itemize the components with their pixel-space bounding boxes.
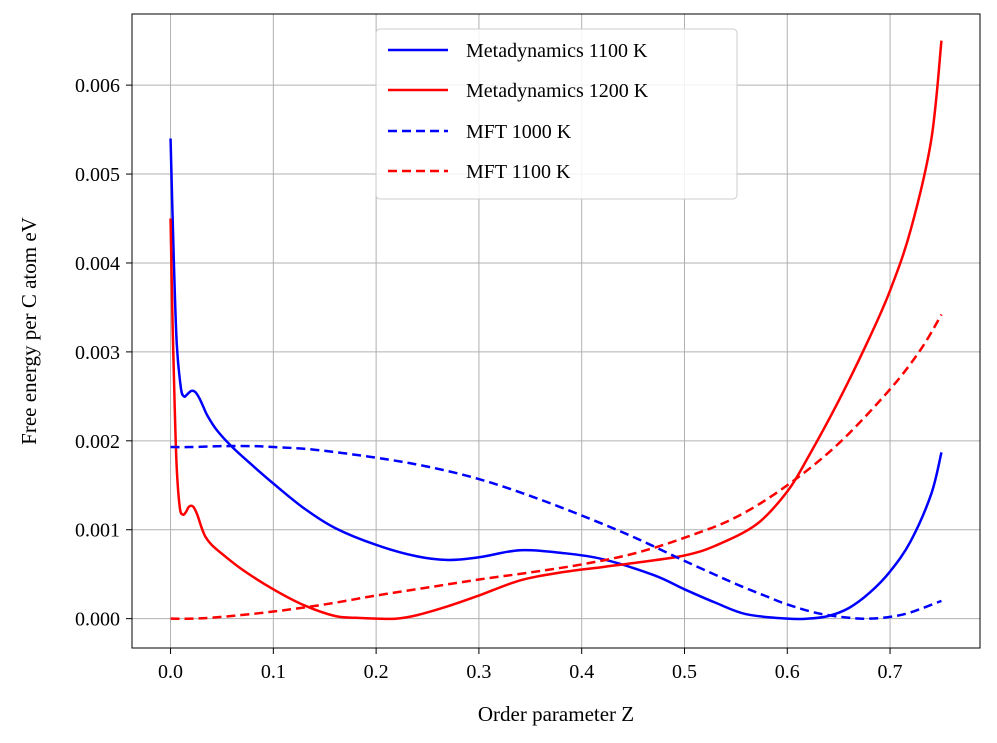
legend-box xyxy=(375,28,738,200)
legend: Metadynamics 1100 K Metadynamics 1200 K … xyxy=(375,28,738,200)
series-line-mft-1000k xyxy=(170,444,942,620)
legend-label-mft-1000k: MFT 1000 K xyxy=(466,121,572,143)
y-tick-label: 0.003 xyxy=(75,342,120,364)
x-tick-label: 0.1 xyxy=(261,661,286,683)
legend-label-metadynamics-1200k: Metadynamics 1200 K xyxy=(466,80,649,102)
series-group xyxy=(169,40,943,621)
y-tick-label: 0.005 xyxy=(75,164,120,186)
x-tick-label: 0.2 xyxy=(364,661,389,683)
legend-label-metadynamics-1100k: Metadynamics 1100 K xyxy=(466,40,648,62)
y-tick-label: 0.002 xyxy=(75,431,120,453)
legend-label-mft-1100k: MFT 1100 K xyxy=(466,161,571,183)
x-tick-label: 0.3 xyxy=(466,661,491,683)
x-tick-label: 0.0 xyxy=(158,661,183,683)
y-tick-label: 0.000 xyxy=(75,609,120,631)
x-tick-label: 0.7 xyxy=(878,661,903,683)
plot-frame xyxy=(131,13,981,649)
series-line-metadynamics-1200k xyxy=(169,40,943,621)
x-tick-label: 0.4 xyxy=(569,661,594,683)
y-tick-label: 0.006 xyxy=(75,75,120,97)
y-axis-label: Free energy per C atom eV xyxy=(17,217,41,445)
series-line-mft-1100k xyxy=(170,313,943,621)
x-tick-label: 0.5 xyxy=(672,661,697,683)
x-tick-label: 0.6 xyxy=(775,661,800,683)
y-tick-label: 0.004 xyxy=(75,253,120,275)
x-axis-label: Order parameter Z xyxy=(478,702,634,726)
y-tick-label: 0.001 xyxy=(75,520,120,542)
ticks: 0.0 0.1 0.2 0.3 0.4 0.5 0.6 0.7 0.000 0.001 0.002 0… xyxy=(75,75,903,683)
